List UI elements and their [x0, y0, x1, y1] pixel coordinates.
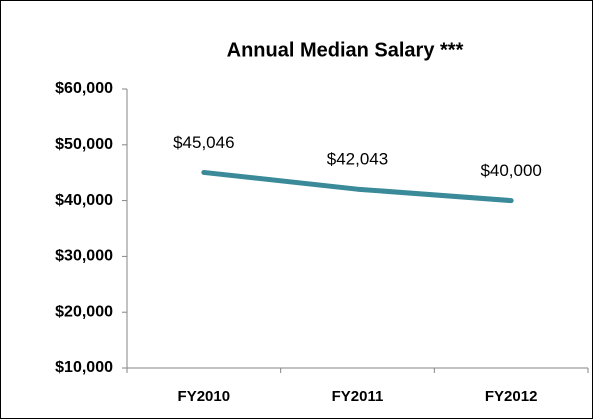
y-tick-label: $20,000	[55, 303, 113, 320]
x-tick-label: FY2012	[485, 388, 538, 405]
x-tick-label: FY2010	[178, 388, 231, 405]
y-tick-label: $30,000	[55, 248, 113, 265]
data-label: $40,000	[480, 161, 541, 180]
data-line	[201, 169, 514, 204]
y-tick-label: $40,000	[55, 192, 113, 209]
x-tick-label: FY2011	[332, 388, 384, 405]
y-tick-label: $50,000	[55, 136, 113, 153]
chart-title: Annual Median Salary ***	[227, 39, 464, 61]
y-tick-label: $10,000	[55, 359, 113, 376]
data-label: $42,043	[327, 150, 388, 169]
data-label: $45,046	[173, 133, 234, 152]
y-tick-label: $60,000	[55, 80, 113, 97]
